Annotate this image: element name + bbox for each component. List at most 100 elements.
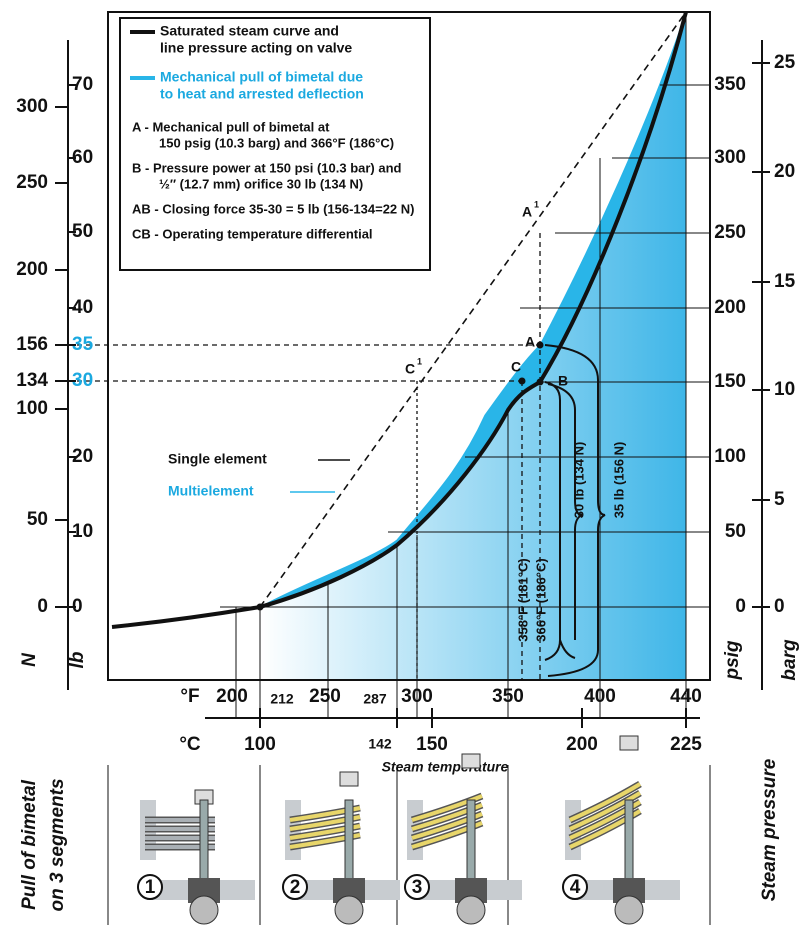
tick-label: 60 <box>72 147 93 168</box>
bimetal <box>411 821 483 849</box>
nut <box>339 771 359 787</box>
tick-label: 200 <box>566 734 598 755</box>
step-circle <box>137 874 163 900</box>
bimetal <box>569 800 642 840</box>
bimetal <box>411 794 483 822</box>
tick-label: 350 <box>492 686 524 707</box>
area <box>260 12 686 680</box>
tick-label: 300 <box>401 686 433 707</box>
tick-label: 400 <box>584 686 616 707</box>
tick-label: 142 <box>368 736 392 752</box>
legend-note: A - Mechanical pull of bimetal at <box>132 119 330 134</box>
step-number: 2 <box>290 877 301 898</box>
point <box>518 377 526 385</box>
tick-label: 200 <box>216 686 248 707</box>
point-label: A <box>522 204 532 220</box>
tick-label: 70 <box>72 74 93 95</box>
annotation: Multielement <box>168 483 254 499</box>
tick-label: 225 <box>670 734 702 755</box>
annotation: 366°F (186°C) <box>533 558 548 641</box>
brace <box>547 383 583 640</box>
point <box>536 341 544 349</box>
bimetal <box>289 833 361 849</box>
tick-label: 15 <box>774 271 796 292</box>
point-label: B <box>558 373 568 389</box>
legend-note: B - Pressure power at 150 psi (10.3 bar)… <box>132 160 402 175</box>
tick-label: 300 <box>16 96 48 117</box>
legend-note: ½″ (12.7 mm) orifice 30 lb (134 N) <box>159 176 363 191</box>
bimetal <box>289 824 361 840</box>
ball <box>334 895 364 925</box>
ball <box>189 895 219 925</box>
axis-title: lb <box>67 651 88 668</box>
tick-label: 300 <box>714 147 746 168</box>
tick-label: 20 <box>774 161 795 182</box>
tick-label: 250 <box>714 222 746 243</box>
legend-box <box>119 17 431 271</box>
tick-label: 35 <box>72 334 94 355</box>
point-label: C <box>405 361 415 377</box>
step-number: 1 <box>145 877 156 898</box>
legend-text: to heat and arrested deflection <box>160 86 364 102</box>
point <box>536 378 544 386</box>
step-circle <box>562 874 588 900</box>
tick-label: 100 <box>714 446 746 467</box>
axis-title: °C <box>179 734 201 755</box>
axis-title: Steam temperature <box>382 759 509 775</box>
annotation: 358°F (181°C) <box>515 558 530 641</box>
point-label: 1 <box>417 356 422 366</box>
tick-label: 10 <box>774 379 795 400</box>
tick-label: 0 <box>774 596 785 617</box>
legend-note: CB - Operating temperature differential <box>132 226 373 241</box>
legend-text: line pressure acting on valve <box>160 40 352 56</box>
axis-title: °F <box>180 686 199 707</box>
tick-label: 50 <box>72 221 93 242</box>
side-title: on 3 segments <box>47 778 68 911</box>
axis-title: barg <box>779 639 800 681</box>
bimetal <box>289 815 361 831</box>
tick-label: 0 <box>37 596 48 617</box>
side-title: Steam pressure <box>759 758 780 901</box>
bimetal <box>569 791 642 831</box>
line <box>259 11 687 608</box>
tick-label: 100 <box>16 398 48 419</box>
bimetal <box>569 782 642 822</box>
axis-title: N <box>19 652 40 667</box>
brace <box>544 344 606 677</box>
ball <box>614 895 644 925</box>
tick-label: 0 <box>72 596 83 617</box>
tick-label: 25 <box>774 52 796 73</box>
tick-label: 40 <box>72 297 93 318</box>
tick-label: 20 <box>72 446 93 467</box>
legend-text: Mechanical pull of bimetal due <box>160 69 363 85</box>
point-label: 1 <box>534 199 539 209</box>
nut <box>461 753 481 769</box>
annotation: Single element <box>168 451 267 467</box>
legend-note: AB - Closing force 35-30 = 5 lb (156-134… <box>132 201 415 216</box>
bimetal <box>411 812 483 840</box>
legend-note: 150 psig (10.3 barg) and 366°F (186°C) <box>159 135 394 150</box>
tick-label: 156 <box>16 334 48 355</box>
bimetal <box>289 806 361 822</box>
tick-label: 5 <box>774 489 785 510</box>
tick-label: 50 <box>725 521 746 542</box>
point <box>256 603 264 611</box>
tick-label: 150 <box>416 734 448 755</box>
ball <box>456 895 486 925</box>
step-circle <box>404 874 430 900</box>
tick-label: 250 <box>16 172 48 193</box>
point-label: A <box>525 334 535 350</box>
tick-label: 440 <box>670 686 702 707</box>
tick-label: 100 <box>244 734 276 755</box>
tick-label: 0 <box>735 596 746 617</box>
annotation: 30 lb (134 N) <box>571 442 586 519</box>
tick-label: 250 <box>309 686 341 707</box>
tick-label: 150 <box>714 371 746 392</box>
tick-label: 350 <box>714 74 746 95</box>
bimetal <box>411 803 483 831</box>
steam-curve <box>111 11 688 629</box>
tick-label: 10 <box>72 521 93 542</box>
step-number: 4 <box>570 877 581 898</box>
